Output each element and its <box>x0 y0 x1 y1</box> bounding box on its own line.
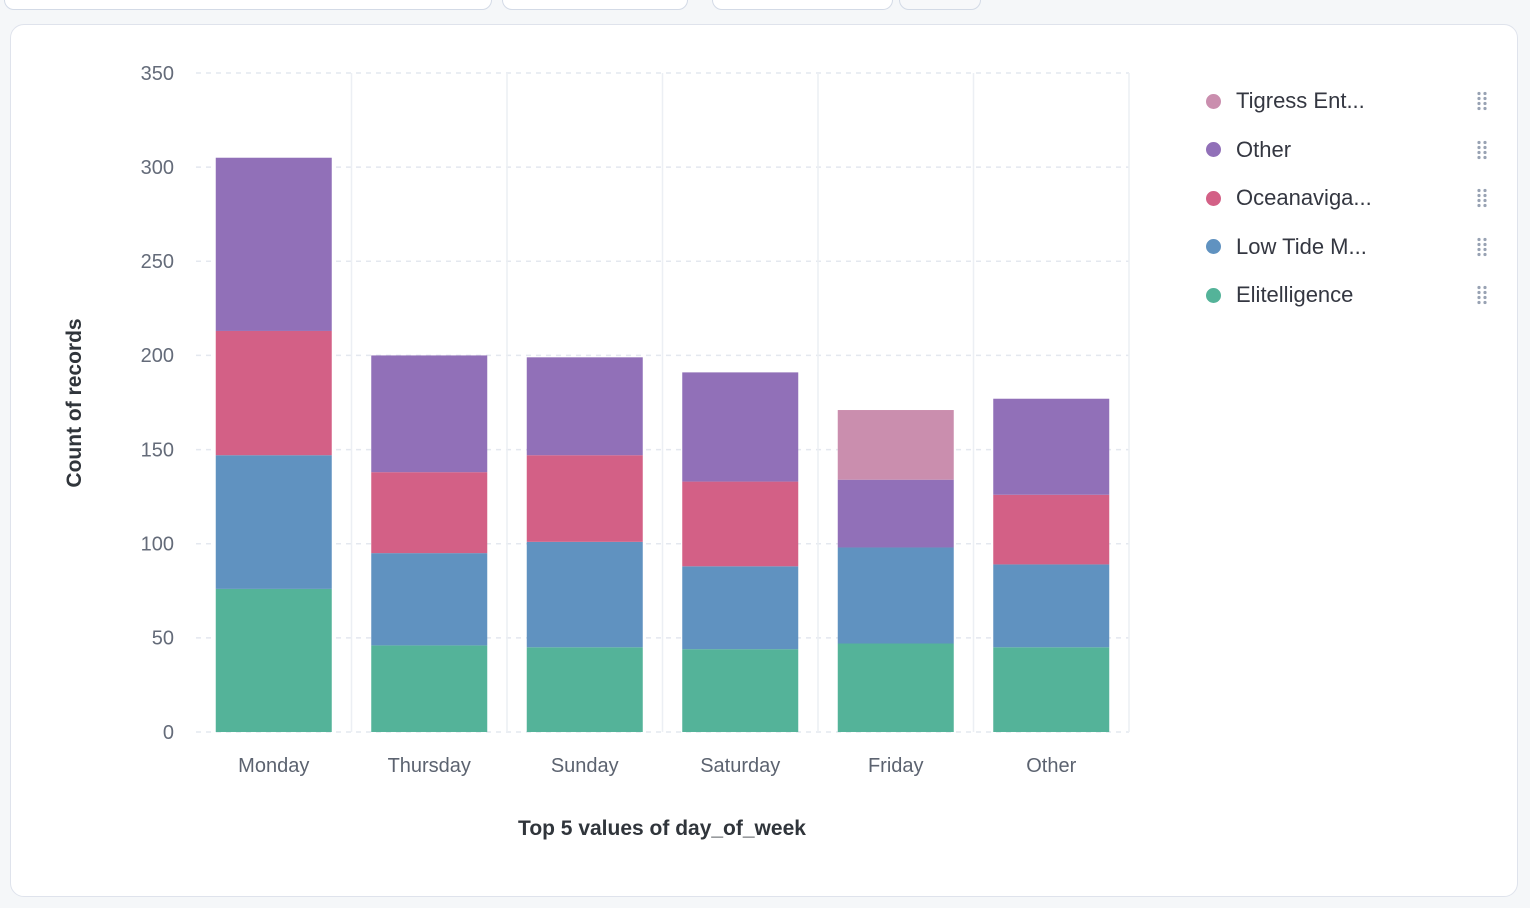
x-axis-title: Top 5 values of day_of_week <box>518 817 806 840</box>
y-tick-label: 150 <box>141 439 174 461</box>
stacked-bar-chart: 0 50 100 150 200 250 300 350 Monday Thursday Sunda… <box>63 63 1130 840</box>
filter-pill-partial[interactable] <box>502 0 688 10</box>
x-tick-label: Friday <box>868 755 924 777</box>
legend-color-dot <box>1206 142 1221 158</box>
bar-segment-other-thursday[interactable] <box>371 355 488 473</box>
legend-color-dot <box>1206 93 1221 109</box>
bar-segment-tigress-ent--friday[interactable] <box>837 410 954 480</box>
y-tick-label: 200 <box>141 345 174 367</box>
legend-actions-icon[interactable] <box>1475 139 1489 161</box>
legend-label: Low Tide M... <box>1236 233 1367 259</box>
bar-segment-low-tide-m--monday[interactable] <box>215 455 332 589</box>
bar-segment-elitelligence-sunday[interactable] <box>526 647 643 732</box>
bar-segment-other-friday[interactable] <box>837 479 954 548</box>
chart-legend: Tigress Ent... Other Oceanaviga... Low Tide… <box>1206 77 1501 320</box>
bar-segment-low-tide-m--friday[interactable] <box>837 547 954 644</box>
bar-segment-oceanaviga--sunday[interactable] <box>526 455 643 542</box>
bar-segment-other-other[interactable] <box>993 398 1110 495</box>
x-tick-label: Monday <box>238 755 309 777</box>
bar-segment-elitelligence-monday[interactable] <box>215 588 332 732</box>
date-picker-partial[interactable] <box>712 0 893 10</box>
bar-segment-elitelligence-thursday[interactable] <box>371 645 488 732</box>
legend-item[interactable]: Oceanaviga... <box>1206 174 1501 223</box>
bar-segment-other-monday[interactable] <box>215 157 332 331</box>
update-button-partial[interactable] <box>899 0 981 10</box>
top-toolbar <box>0 0 1530 14</box>
y-tick-label: 50 <box>152 628 174 650</box>
x-tick-label: Saturday <box>700 755 780 777</box>
bar-segment-oceanaviga--other[interactable] <box>993 494 1110 565</box>
bar-segment-oceanaviga--thursday[interactable] <box>371 472 488 554</box>
legend-label: Oceanaviga... <box>1236 185 1372 211</box>
y-tick-label: 100 <box>141 534 174 556</box>
bars <box>215 157 1110 732</box>
bar-segment-elitelligence-friday[interactable] <box>837 643 954 732</box>
legend-actions-icon[interactable] <box>1475 90 1489 112</box>
legend-color-dot <box>1206 239 1221 255</box>
legend-item[interactable]: Elitelligence <box>1206 271 1501 320</box>
legend-item[interactable]: Tigress Ent... <box>1206 77 1501 126</box>
legend-item[interactable]: Low Tide M... <box>1206 223 1501 272</box>
bar-segment-oceanaviga--monday[interactable] <box>215 330 332 456</box>
legend-actions-icon[interactable] <box>1475 284 1489 306</box>
gridlines <box>196 72 1130 733</box>
y-tick-label: 250 <box>141 251 174 273</box>
chart-panel: 0 50 100 150 200 250 300 350 Monday Thursday Sunda… <box>10 24 1518 897</box>
bar-segment-elitelligence-saturday[interactable] <box>682 649 799 732</box>
y-tick-label: 300 <box>141 157 174 179</box>
legend-label: Tigress Ent... <box>1236 88 1365 114</box>
legend-color-dot <box>1206 287 1221 303</box>
legend-item[interactable]: Other <box>1206 126 1501 175</box>
legend-color-dot <box>1206 190 1221 206</box>
legend-actions-icon[interactable] <box>1475 187 1489 209</box>
bar-segment-low-tide-m--thursday[interactable] <box>371 553 488 646</box>
bar-segment-other-saturday[interactable] <box>682 372 799 482</box>
y-tick-label: 350 <box>141 63 174 85</box>
bar-segment-low-tide-m--saturday[interactable] <box>682 566 799 650</box>
y-axis-title: Count of records <box>63 318 86 487</box>
bar-segment-other-sunday[interactable] <box>526 357 643 456</box>
legend-actions-icon[interactable] <box>1475 236 1489 258</box>
x-tick-label: Thursday <box>388 755 471 777</box>
legend-label: Other <box>1236 136 1292 162</box>
legend-label: Elitelligence <box>1236 282 1354 308</box>
bar-segment-low-tide-m--other[interactable] <box>993 564 1110 648</box>
bar-segment-low-tide-m--sunday[interactable] <box>526 541 643 648</box>
y-tick-label: 0 <box>163 722 174 744</box>
search-bar-partial[interactable] <box>4 0 492 10</box>
x-tick-label: Sunday <box>551 755 619 777</box>
bar-segment-oceanaviga--saturday[interactable] <box>682 481 799 567</box>
bar-segment-elitelligence-other[interactable] <box>993 647 1110 732</box>
axis-labels: 0 50 100 150 200 250 300 350 Monday Thursday Sunda… <box>141 63 1077 777</box>
x-tick-label: Other <box>1026 755 1076 777</box>
